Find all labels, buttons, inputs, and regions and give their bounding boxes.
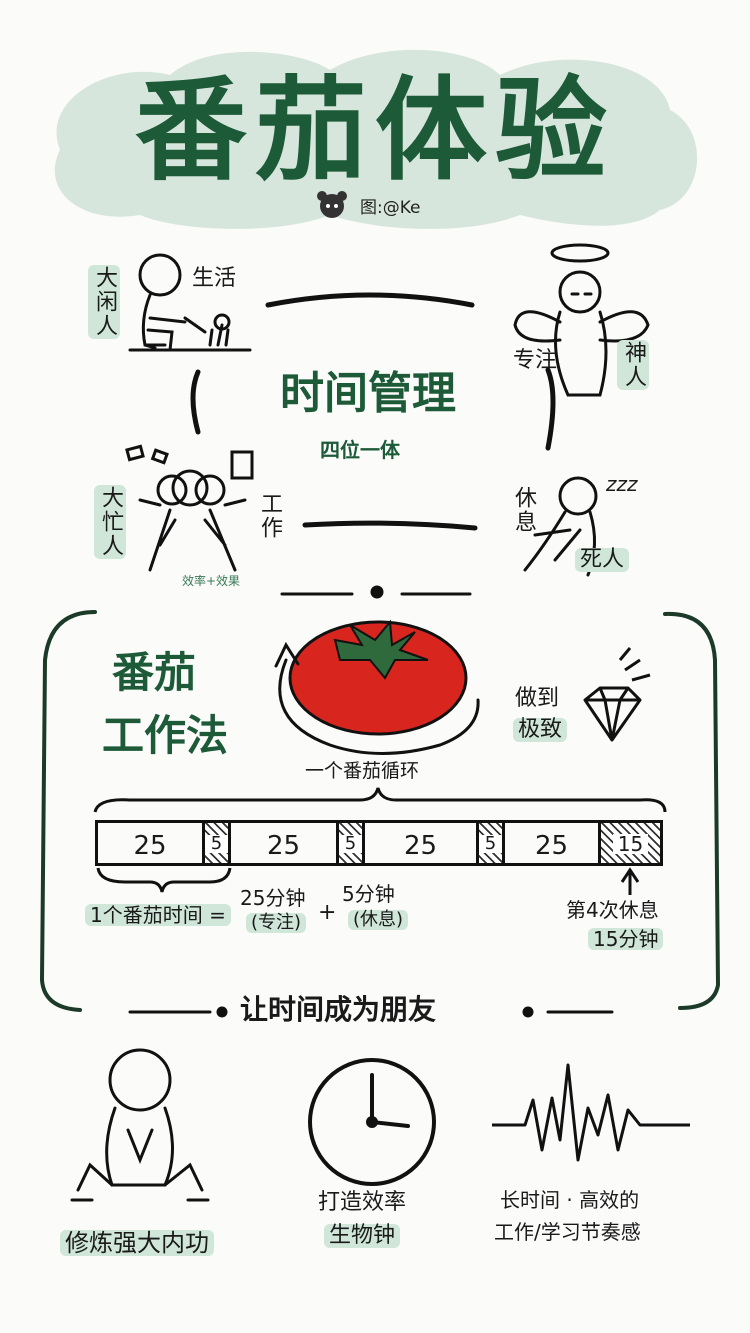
sleep-zzz: zzz (606, 472, 638, 496)
cycle-brace (93, 787, 667, 813)
role-idle: 大闲人 (88, 265, 120, 339)
equation-lhs: 1个番茄时间 = (85, 904, 231, 926)
work-block: 25 (365, 823, 479, 863)
diamond-icon (583, 647, 651, 742)
benefit-rhythm-line2: 工作/学习节奏感 (494, 1222, 641, 1242)
tomato-icon (288, 619, 468, 736)
bear-icon (317, 191, 347, 218)
break-block: 5 (339, 823, 365, 863)
pomodoro-timeline: 25 5 25 5 25 5 25 15 (95, 820, 663, 866)
extreme-line2: 极致 (513, 718, 568, 742)
benefit-rhythm-text: 工作/学习节奏感 (494, 1220, 641, 1244)
time-mgmt-title: 时间管理 (280, 368, 456, 419)
page-title: 番茄体验 (135, 66, 615, 196)
work-block: 25 (98, 823, 205, 863)
meditating-figure (70, 1048, 210, 1202)
divider-top (280, 585, 472, 599)
break-block: 5 (479, 823, 505, 863)
work-block: 25 (231, 823, 339, 863)
benefit-inner-strength: 修炼强大内功 (60, 1230, 214, 1256)
cycle-label: 一个番茄循环 (305, 760, 420, 782)
efficiency-note: 效率+效果 (182, 574, 241, 588)
equation-rest-note: (休息) (348, 910, 409, 930)
activity-life: 生活 (192, 266, 237, 291)
time-frame (190, 292, 556, 531)
gardener-figure (128, 253, 252, 352)
activity-rest: 休息 (511, 486, 536, 534)
pomodoro-brace (96, 867, 232, 893)
role-dead: 死人 (575, 548, 630, 572)
angel-figure (513, 243, 650, 397)
pomodoro-title-line1: 番茄 (112, 648, 197, 697)
equation-plus: + (318, 900, 337, 925)
work-block: 25 (505, 823, 601, 863)
activity-work: 工作 (257, 492, 282, 540)
role-busy: 大忙人 (94, 485, 126, 559)
role-god: 神人 (617, 340, 649, 390)
friends-heading: 让时间成为朋友 (240, 993, 437, 1026)
pomodoro-title-line2: 工作法 (102, 711, 229, 760)
title-cloud (54, 49, 698, 229)
heartbeat-line (492, 1063, 690, 1162)
equation-rest: 5分钟 (342, 882, 395, 906)
extreme-line1: 做到 (515, 686, 560, 711)
cycle-arrow (274, 641, 480, 755)
long-break-block: 15 (601, 823, 660, 863)
equation-work-note: (专注) (246, 913, 307, 933)
break-block: 5 (205, 823, 231, 863)
sleeping-figure (523, 476, 598, 577)
busy-figure (125, 444, 254, 572)
divider-bottom (128, 1006, 614, 1018)
credit-text: 图:@Ke (360, 198, 421, 218)
benefit-rhythm-line1: 长时间 · 高效的 (500, 1188, 640, 1212)
long-break-line1: 第4次休息 (566, 898, 659, 922)
long-break-arrow (620, 867, 640, 895)
activity-focus: 专注 (513, 348, 558, 373)
clock-icon (308, 1058, 436, 1186)
benefit-clock-line2: 生物钟 (324, 1224, 401, 1248)
equation-work: 25分钟 (240, 886, 306, 910)
pomodoro-frame (39, 610, 721, 1012)
time-mgmt-subtitle: 四位一体 (320, 438, 400, 462)
benefit-clock-line1: 打造效率 (318, 1190, 407, 1215)
long-break-line2: 15分钟 (588, 928, 664, 950)
